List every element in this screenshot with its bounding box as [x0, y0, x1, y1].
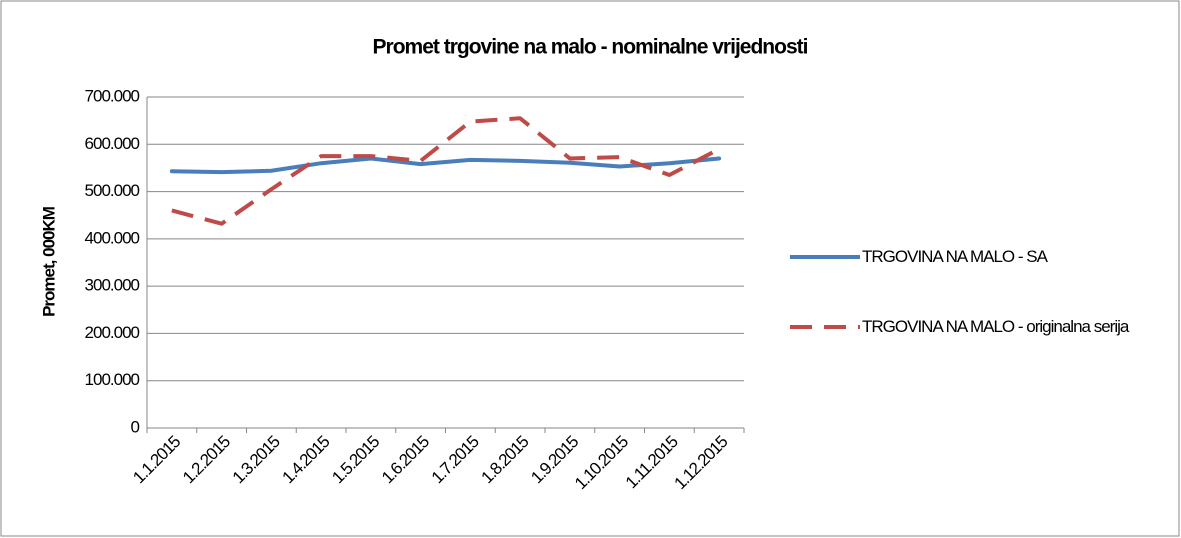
legend-label: TRGOVINA NA MALO - SA [862, 247, 1048, 266]
y-tick-label: 700.000 [85, 86, 140, 105]
y-tick-label: 500.000 [85, 181, 140, 200]
y-axis-label: Promet, 000KM [39, 206, 58, 317]
y-tick-label: 600.000 [85, 134, 140, 153]
y-tick-label: 200.000 [85, 323, 140, 342]
chart-title: Promet trgovine na malo - nominalne vrij… [373, 36, 808, 59]
series-line [169, 156, 722, 175]
y-tick-label: 400.000 [85, 228, 140, 247]
legend-label: TRGOVINA NA MALO - originalna serija [862, 317, 1129, 336]
y-tick-label: 300.000 [85, 276, 140, 295]
y-tick-label: 0 [131, 417, 140, 436]
y-tick-label: 100.000 [85, 370, 140, 389]
